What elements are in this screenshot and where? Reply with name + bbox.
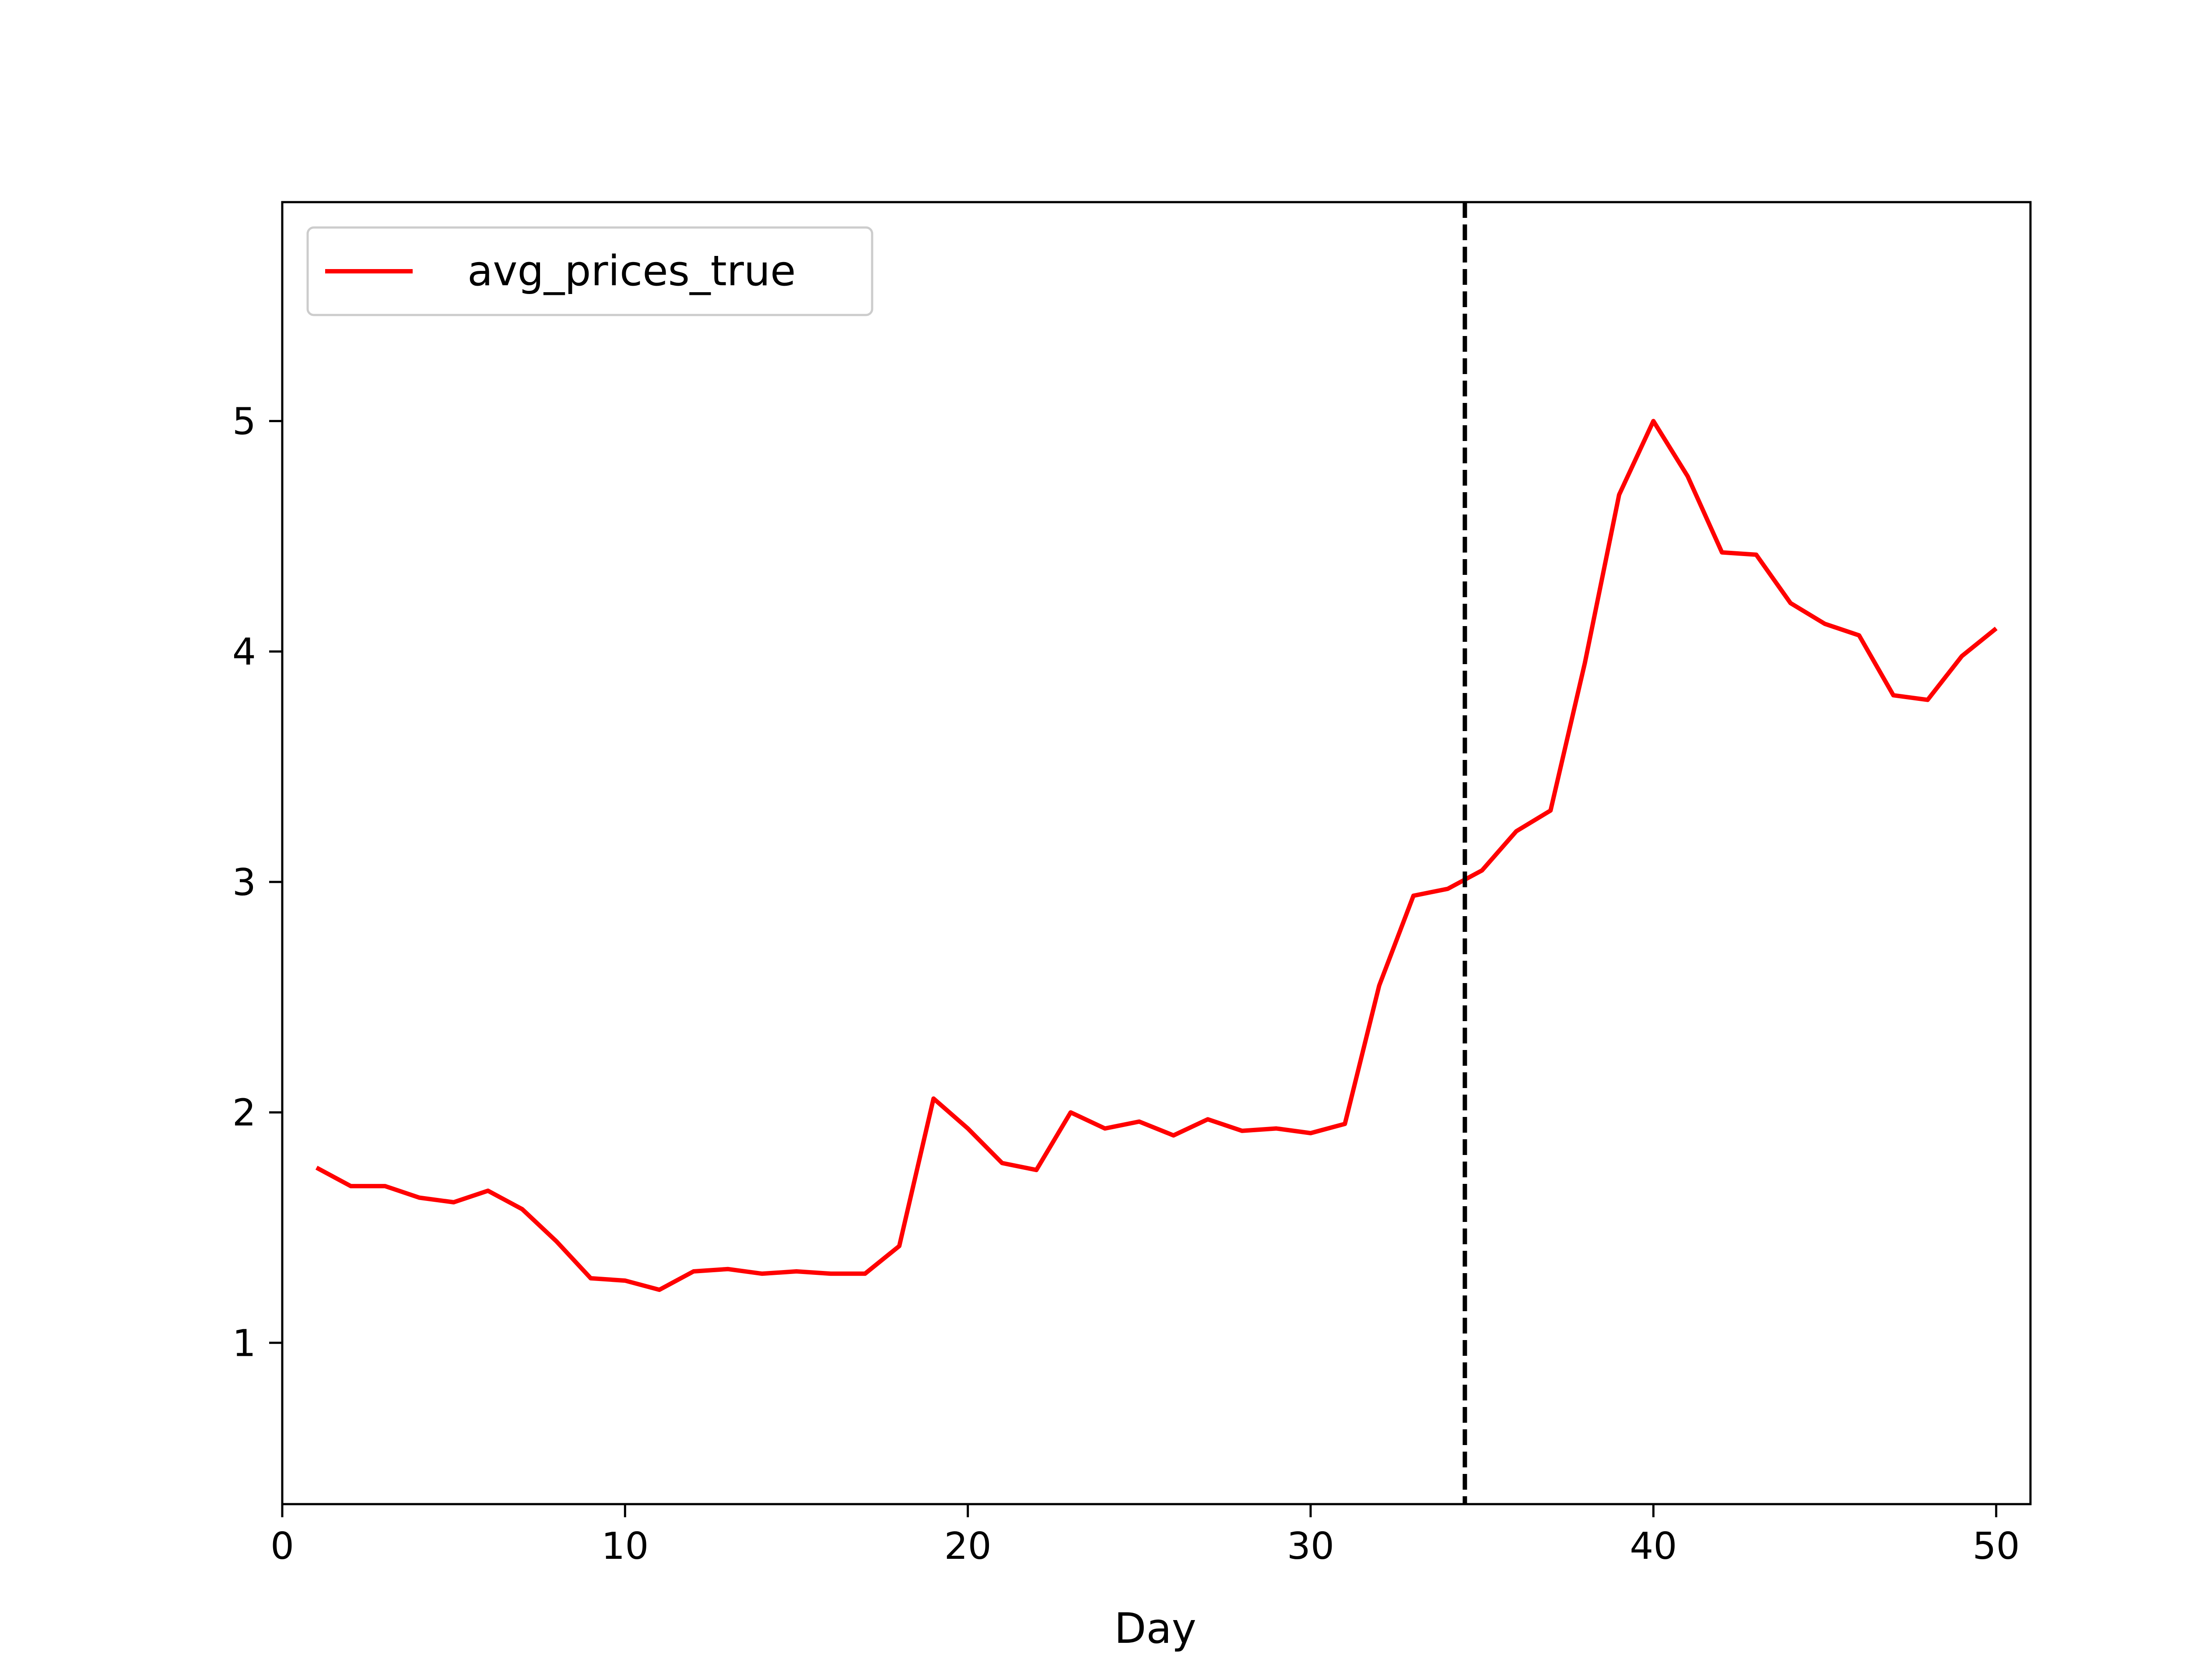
y-tick-label: 5 xyxy=(232,400,256,443)
y-tick-label: 4 xyxy=(232,630,256,674)
axes: 0 10 20 30 40 50 1 2 3 4 5 xyxy=(232,201,2032,1568)
x-tick-label: 20 xyxy=(944,1525,992,1568)
x-tick-label: 0 xyxy=(270,1525,294,1568)
axes-frame xyxy=(281,201,2032,1505)
x-tick-label: 50 xyxy=(1973,1525,2020,1568)
y-tick-label: 1 xyxy=(232,1322,256,1365)
x-tick-label: 30 xyxy=(1287,1525,1334,1568)
x-axis-label: Day xyxy=(1114,1605,1196,1653)
series-line-0 xyxy=(315,419,1998,1292)
legend-label: avg_prices_true xyxy=(467,247,796,295)
y-tick-label: 2 xyxy=(232,1092,256,1135)
y-tick-label: 3 xyxy=(232,861,256,904)
plot-area xyxy=(315,202,1998,1504)
legend: avg_prices_true xyxy=(306,226,873,316)
x-tick-label: 40 xyxy=(1630,1525,1677,1568)
x-tick-label: 10 xyxy=(601,1525,649,1568)
legend-box xyxy=(306,226,873,316)
